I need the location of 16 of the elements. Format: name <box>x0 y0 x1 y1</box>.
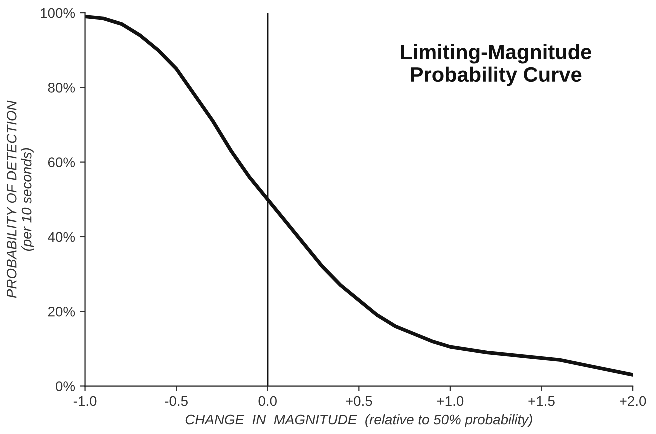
y-tick-label: 100% <box>41 8 76 18</box>
x-axis-title: CHANGE IN MAGNITUDE (relative to 50% probability) <box>186 414 532 428</box>
y-tick-label: 0% <box>56 382 76 392</box>
x-tick-label: +0.5 <box>346 396 372 406</box>
y-tick-label: 20% <box>48 306 76 317</box>
y-tick-label: 40% <box>48 232 76 242</box>
x-tick-label: +2.0 <box>620 396 646 406</box>
x-tick-label: -0.5 <box>165 396 188 406</box>
x-tick-label: 0.0 <box>258 396 277 406</box>
x-tick-label: +1.5 <box>528 396 555 406</box>
y-tick-label: 60% <box>48 158 76 168</box>
y-tick-label: 80% <box>48 83 76 93</box>
x-tick-label: +1.0 <box>437 396 464 406</box>
x-tick-label: -1.0 <box>74 396 97 406</box>
text: Limiting-Magnitude Probability Curve <box>401 44 592 86</box>
y-axis-title: PROBABILITY OF DETECTION (per 10 seconds) <box>6 100 34 298</box>
